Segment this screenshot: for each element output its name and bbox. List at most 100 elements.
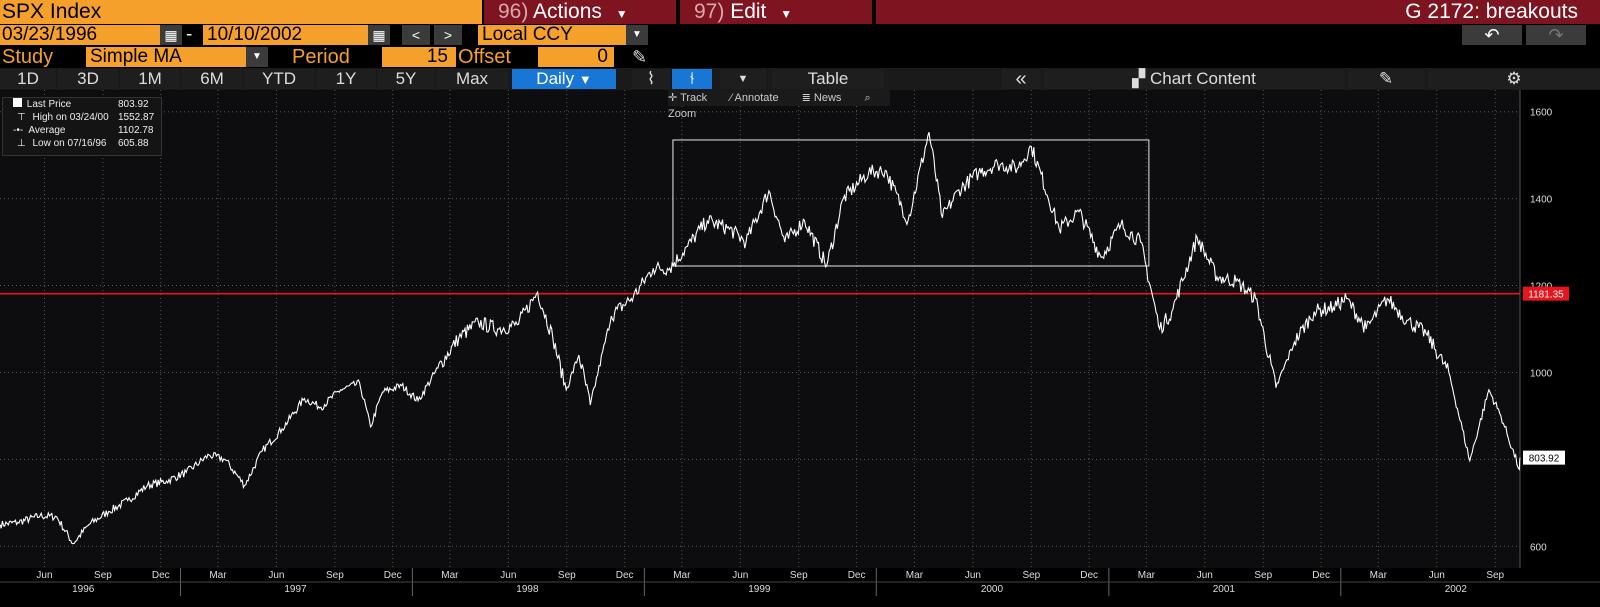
x-year-label: 2002	[1445, 584, 1468, 595]
last-value-label-bg	[1523, 450, 1565, 465]
series-line-last-price	[0, 132, 1521, 545]
y-tick-label: 1000	[1530, 368, 1553, 379]
x-tick-label: Sep	[1022, 570, 1040, 581]
chevron-down-icon[interactable]: ▼	[720, 69, 766, 89]
legend: Last Price 803.92 ⊤ High on 03/24/00 155…	[2, 97, 162, 156]
legend-last-price-label: Last Price	[26, 99, 72, 110]
bar-chart-icon[interactable]: ⫮	[672, 69, 712, 89]
range-3d-button[interactable]: 3D	[58, 69, 118, 89]
legend-square-icon	[13, 98, 22, 107]
x-tick-label: Sep	[94, 570, 112, 581]
chart-content-icon: ▞	[1132, 69, 1146, 88]
x-year-label: 1998	[516, 584, 539, 595]
x-tick-label: Mar	[441, 570, 459, 581]
x-tick-label: Jun	[268, 570, 284, 581]
pen-icon[interactable]: ✎	[632, 47, 648, 67]
x-tick-label: Sep	[1254, 570, 1272, 581]
chart-content-label: Chart Content	[1149, 69, 1256, 88]
x-tick-label: Sep	[558, 570, 576, 581]
gear-icon[interactable]: ⚙	[1428, 69, 1600, 89]
y-tick-label: 1400	[1530, 195, 1553, 206]
annotate-tool[interactable]: ⁄ Annotate	[730, 92, 779, 104]
x-tick-label: Jun	[36, 570, 52, 581]
last-value-label: 803.92	[1529, 454, 1560, 465]
price-chart[interactable]: 6008001000120014001600 JunSepDecMarJunSe…	[0, 90, 1600, 607]
end-date-input[interactable]: 10/10/2002	[203, 25, 369, 45]
chevron-down-icon[interactable]: ▼	[246, 47, 268, 67]
reference-value-label: 1181.35	[1528, 290, 1564, 301]
currency-select[interactable]: Local CCY	[478, 25, 628, 45]
track-tool[interactable]: ✛ Track	[668, 92, 708, 104]
x-tick-label: Mar	[1370, 570, 1388, 581]
next-period-button[interactable]: >	[434, 25, 462, 45]
x-tick-label: Sep	[790, 570, 808, 581]
edit-label: Edit	[730, 0, 767, 23]
x-tick-label: Dec	[1080, 570, 1098, 581]
previous-period-button[interactable]: <	[402, 25, 430, 45]
edit-number: 97)	[694, 0, 725, 23]
zoom-label: Zoom	[668, 108, 697, 120]
frequency-select[interactable]: Daily ▼	[512, 69, 616, 89]
period-label: Period	[292, 46, 350, 68]
collapse-icon[interactable]: «	[1002, 69, 1040, 89]
ticker-field[interactable]: SPX Index	[0, 0, 482, 24]
chart-toolbar: 1D 3D 1M 6M YTD 1Y 5Y Max Daily ▼ ⌇ ⫮ ▼ …	[0, 68, 1600, 90]
y-tick-label: 1600	[1530, 108, 1553, 119]
y-axis: 6008001000120014001600	[1519, 90, 1553, 568]
x-year-label: 2000	[981, 584, 1004, 595]
start-date-input[interactable]: 03/23/1996	[0, 25, 160, 45]
plot-background	[0, 90, 1520, 568]
chart-content-button[interactable]: ▞ Chart Content	[1044, 69, 1344, 89]
range-5y-button[interactable]: 5Y	[378, 69, 434, 89]
legend-average: -•- Average 1102.78	[3, 124, 161, 137]
study-label: Study	[2, 46, 54, 68]
legend-low-label: Low on 07/16/96	[32, 138, 107, 149]
x-tick-label: Sep	[326, 570, 344, 581]
chevron-down-icon[interactable]: ▼	[626, 25, 648, 45]
legend-high: ⊤ High on 03/24/00 1552.87	[3, 111, 161, 124]
offset-label: Offset	[458, 46, 511, 68]
x-tick-label: Mar	[673, 570, 691, 581]
legend-low-value: 605.88	[118, 138, 149, 149]
offset-input[interactable]: 0	[538, 47, 614, 67]
edit-chart-icon[interactable]: ✎	[1348, 69, 1424, 89]
grid	[0, 90, 1520, 568]
actions-menu[interactable]: 96) Actions ▼	[484, 0, 676, 24]
range-1d-button[interactable]: 1D	[0, 69, 56, 89]
header-bar: SPX Index 96) Actions ▼ 97) Edit ▼ G 217…	[0, 0, 1600, 24]
news-tool[interactable]: ≣ News	[801, 92, 842, 104]
study-select[interactable]: Simple MA	[86, 47, 246, 67]
study-bar: Study Simple MA ▼ Period 15 Offset 0 ✎	[0, 46, 1600, 68]
range-ytd-button[interactable]: YTD	[244, 69, 314, 89]
x-tick-label: Jun	[1197, 570, 1213, 581]
legend-last-price-value: 803.92	[118, 99, 149, 110]
line-chart-icon[interactable]: ⌇	[632, 69, 670, 89]
undo-button[interactable]: ↶	[1462, 25, 1522, 45]
table-button[interactable]: Table	[772, 69, 884, 89]
calendar-icon[interactable]: ▦	[160, 25, 182, 45]
range-1y-button[interactable]: 1Y	[316, 69, 376, 89]
range-6m-button[interactable]: 6M	[182, 69, 242, 89]
x-tick-label: Dec	[848, 570, 866, 581]
x-tick-label: Mar	[906, 570, 924, 581]
range-1m-button[interactable]: 1M	[120, 69, 180, 89]
period-input[interactable]: 15	[382, 47, 456, 67]
reference-label-bg	[1523, 286, 1569, 301]
news-label: News	[813, 92, 842, 104]
redo-button[interactable]: ↷	[1526, 25, 1586, 45]
average-marker-icon: -•-	[13, 125, 24, 136]
high-marker-icon: ⊤	[17, 112, 26, 123]
x-tick-label: Dec	[384, 570, 402, 581]
calendar-icon[interactable]: ▦	[368, 25, 390, 45]
range-max-button[interactable]: Max	[436, 69, 508, 89]
legend-low: ⊥ Low on 07/16/96 605.88	[3, 137, 161, 150]
x-tick-label: Mar	[209, 570, 227, 581]
zoom-tool[interactable]: ⌕ Zoom	[668, 92, 871, 120]
x-year-label: 1997	[284, 584, 307, 595]
chevron-down-icon: ▼	[780, 7, 793, 21]
chart-title: G 2172: breakouts	[876, 0, 1600, 24]
highlight-box	[672, 139, 1150, 267]
actions-label: Actions	[533, 0, 602, 23]
edit-menu[interactable]: 97) Edit ▼	[680, 0, 872, 24]
legend-average-label: Average	[28, 125, 66, 136]
